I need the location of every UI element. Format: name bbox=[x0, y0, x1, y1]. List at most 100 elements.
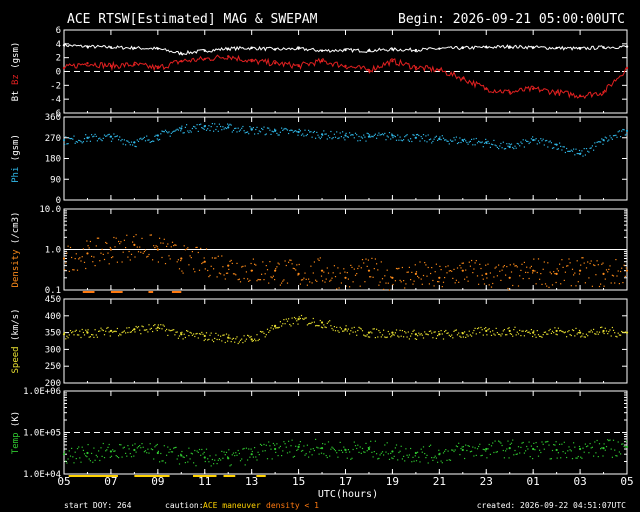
data-sample bbox=[426, 141, 428, 143]
data-sample bbox=[549, 140, 551, 142]
data-sample bbox=[610, 335, 612, 337]
data-sample bbox=[512, 439, 514, 441]
data-sample bbox=[559, 263, 561, 265]
data-sample bbox=[224, 127, 226, 129]
x-tick-label: 09 bbox=[151, 475, 164, 488]
data-sample bbox=[96, 336, 98, 338]
data-sample bbox=[129, 259, 131, 261]
data-sample bbox=[526, 329, 528, 332]
data-sample bbox=[64, 332, 66, 334]
data-sample bbox=[622, 331, 624, 333]
data-sample bbox=[313, 321, 315, 323]
data-sample bbox=[297, 323, 299, 325]
data-sample bbox=[345, 451, 347, 453]
data-sample bbox=[110, 455, 113, 457]
data-sample bbox=[202, 261, 204, 264]
data-sample bbox=[308, 129, 310, 131]
data-sample bbox=[405, 135, 407, 137]
data-sample bbox=[74, 330, 76, 332]
data-point bbox=[485, 272, 488, 275]
data-sample bbox=[141, 325, 143, 327]
data-sample bbox=[130, 253, 133, 255]
data-sample bbox=[209, 129, 211, 132]
data-sample bbox=[576, 260, 578, 262]
data-sample bbox=[478, 283, 480, 285]
data-sample bbox=[596, 260, 598, 262]
data-sample bbox=[499, 270, 501, 272]
data-sample bbox=[407, 139, 409, 141]
data-sample bbox=[224, 278, 226, 280]
data-sample bbox=[489, 272, 491, 274]
data-sample bbox=[247, 131, 249, 133]
data-sample bbox=[256, 126, 258, 128]
data-sample bbox=[64, 451, 66, 453]
data-sample bbox=[286, 452, 289, 454]
data-sample bbox=[516, 331, 518, 333]
data-sample bbox=[414, 455, 416, 457]
data-sample bbox=[303, 277, 305, 279]
data-sample bbox=[166, 245, 168, 247]
data-sample bbox=[103, 457, 106, 459]
data-sample bbox=[582, 155, 584, 157]
data-sample bbox=[100, 252, 102, 254]
data-sample bbox=[284, 443, 286, 445]
data-sample bbox=[570, 149, 572, 151]
data-sample bbox=[435, 263, 437, 265]
data-sample bbox=[200, 454, 202, 456]
data-sample bbox=[141, 138, 143, 141]
data-sample bbox=[507, 145, 509, 147]
data-sample bbox=[612, 329, 615, 331]
data-sample bbox=[202, 127, 204, 129]
data-sample bbox=[125, 247, 127, 249]
data-sample bbox=[349, 333, 351, 335]
data-sample bbox=[365, 335, 367, 337]
data-sample bbox=[437, 461, 439, 463]
data-sample bbox=[574, 154, 576, 156]
data-sample bbox=[189, 458, 191, 460]
data-sample bbox=[386, 269, 388, 271]
data-sample bbox=[176, 458, 178, 460]
data-sample bbox=[86, 456, 88, 458]
data-sample bbox=[417, 133, 419, 136]
data-sample bbox=[401, 266, 403, 269]
data-sample bbox=[540, 138, 542, 140]
data-sample bbox=[485, 450, 487, 452]
data-sample bbox=[433, 331, 435, 333]
data-sample bbox=[87, 444, 89, 446]
data-sample bbox=[72, 269, 74, 271]
data-sample bbox=[207, 458, 209, 460]
data-sample bbox=[452, 140, 454, 142]
data-sample bbox=[76, 141, 79, 143]
data-sample bbox=[258, 130, 260, 132]
data-sample bbox=[183, 245, 185, 247]
data-sample bbox=[480, 326, 482, 329]
data-sample bbox=[435, 135, 437, 137]
data-sample bbox=[412, 283, 414, 285]
data-sample bbox=[193, 125, 195, 128]
data-sample bbox=[489, 146, 491, 148]
data-sample bbox=[598, 443, 601, 445]
data-sample bbox=[346, 330, 348, 332]
data-sample bbox=[188, 264, 190, 266]
y-tick-label: 200 bbox=[45, 379, 61, 389]
data-sample bbox=[361, 447, 364, 450]
data-point bbox=[555, 448, 558, 452]
data-sample bbox=[152, 449, 154, 451]
data-sample bbox=[126, 455, 128, 457]
data-sample bbox=[229, 337, 231, 339]
data-sample bbox=[82, 248, 84, 250]
data-sample bbox=[466, 276, 468, 278]
data-sample bbox=[605, 330, 608, 332]
data-sample bbox=[585, 267, 588, 269]
data-sample bbox=[543, 331, 545, 333]
data-sample bbox=[502, 449, 504, 452]
data-point bbox=[250, 46, 253, 50]
data-sample bbox=[277, 327, 279, 329]
data-sample bbox=[415, 460, 418, 462]
data-sample bbox=[197, 130, 199, 132]
data-sample bbox=[88, 136, 90, 138]
y-tick-label: 400 bbox=[45, 312, 61, 322]
data-sample bbox=[431, 457, 433, 459]
data-sample bbox=[161, 460, 163, 462]
data-sample bbox=[571, 150, 574, 152]
